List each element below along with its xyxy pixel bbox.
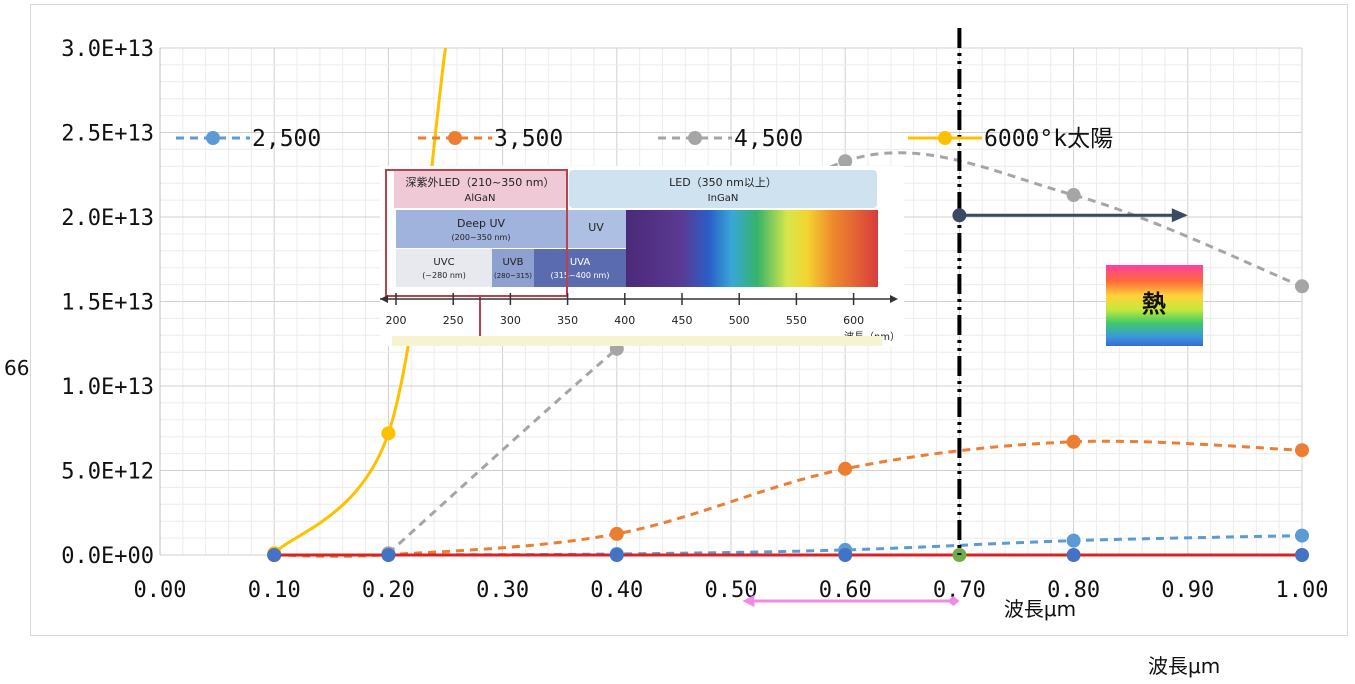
x-tick-label: 0.40: [590, 578, 643, 603]
y-tick-label: 2.0E+13: [61, 206, 154, 231]
heat-arrow-start-point: [952, 208, 967, 223]
outer-x-axis-title: 波長μm: [1148, 654, 1221, 678]
x-tick-label: 0.10: [248, 578, 301, 603]
uvc-range: (~280 nm): [422, 271, 466, 280]
baseline-point: [1295, 548, 1309, 562]
inset-tick-label: 500: [729, 314, 750, 327]
data-point: [838, 461, 853, 476]
inset-tick-label: 400: [614, 314, 635, 327]
inset-axis-arrow-right: [890, 295, 898, 303]
heat-label: 熱: [1142, 290, 1166, 318]
x-tick-label: 0.20: [362, 578, 415, 603]
legend-label: 6000°k太陽: [984, 126, 1113, 152]
baseline-point: [609, 548, 624, 562]
uva-range: (315~400 nm): [551, 271, 610, 280]
x-tick-label: 0.60: [819, 578, 872, 603]
legend-label: 4,500: [734, 126, 803, 152]
uv-band: [566, 210, 626, 248]
y-tick-label: 3.0E+13: [61, 37, 154, 62]
x-tick-label: 0.70: [933, 578, 986, 603]
legend: 2,500 3,500 4,500 6000°k太陽: [176, 126, 1113, 152]
x-tick-label: 0.30: [476, 578, 529, 603]
axes: 0.0E+00 5.0E+12 1.0E+13 1.5E+13 2.0E+13 2.5E+…: [61, 37, 1328, 603]
uvb-range: (280~315): [494, 272, 532, 280]
uvc-label: UVC: [433, 257, 454, 268]
heat-arrow-head: [1171, 208, 1188, 223]
visible-range-arrow-right-head: [947, 596, 960, 606]
inset-tick-label: 600: [843, 314, 864, 327]
heat-gradient-box: [1106, 265, 1203, 346]
led-header: [569, 170, 877, 208]
legend-swatch-marker: [688, 131, 702, 145]
data-point: [1295, 279, 1309, 294]
deep-uv-band: [396, 210, 566, 248]
deep-uv-led-material: AlGaN: [465, 193, 496, 204]
data-point: [1295, 443, 1309, 458]
x-tick-label: 0.90: [1161, 578, 1214, 603]
data-point: [609, 526, 624, 541]
baseline-point: [381, 548, 396, 562]
led-material: InGaN: [708, 193, 739, 204]
deep-uv-led-header: [394, 170, 566, 208]
inset-tick-label: 350: [557, 314, 578, 327]
baseline-point: [267, 548, 282, 562]
inset-tick-label: 550: [786, 314, 807, 327]
uv-label: UV: [588, 221, 604, 234]
y-tick-label: 1.5E+13: [61, 291, 154, 316]
inset-tick-label: 450: [672, 314, 693, 327]
legend-swatch-marker: [938, 131, 952, 145]
visible-range-arrow-left-head: [742, 595, 755, 607]
series-line: [273, 47, 447, 555]
y-axis-label-stub: 66: [4, 356, 30, 380]
inset-axis-arrow-left: [380, 295, 388, 303]
uva-band: [534, 249, 626, 287]
legend-swatch-marker: [206, 131, 220, 145]
inset-tick-label: 250: [443, 314, 464, 327]
data-point: [838, 154, 853, 169]
deep-uv-highlight-box: [385, 169, 568, 297]
y-tick-label: 1.0E+13: [61, 375, 154, 400]
x-tick-label: 1.00: [1276, 578, 1329, 603]
uvb-label: UVB: [502, 257, 523, 268]
legend-swatch-marker: [448, 131, 462, 145]
uvc-band: [396, 249, 492, 287]
legend-label: 3,500: [494, 126, 563, 152]
legend-label: 2,500: [252, 126, 321, 152]
inset-tick-label: 200: [386, 314, 407, 327]
uva-label: UVA: [570, 257, 591, 268]
annotations: [742, 28, 1188, 607]
y-tick-label: 5.0E+12: [61, 460, 154, 485]
data-point: [1066, 533, 1081, 548]
deep-uv-label: Deep UV: [457, 217, 506, 230]
x-tick-label: 0.00: [134, 578, 187, 603]
series-layer: [267, 47, 1309, 562]
deep-uv-led-title: 深紫外LED（210~350 nm）: [406, 176, 555, 189]
data-point: [381, 426, 396, 441]
inset-tick-label: 300: [500, 314, 521, 327]
baseline-point: [1066, 548, 1081, 562]
visible-spectrum: [626, 210, 878, 287]
uvb-band: [492, 249, 534, 287]
baseline-point: [838, 548, 853, 562]
x-tick-label: 0.80: [1047, 578, 1100, 603]
inset-bottom-strip: [392, 336, 882, 346]
data-point: [1066, 188, 1081, 203]
y-tick-label: 2.5E+13: [61, 122, 154, 147]
y-tick-label: 0.0E+00: [61, 544, 154, 569]
deep-uv-range: (200~350 nm): [452, 233, 511, 242]
data-point: [1066, 434, 1081, 449]
inset-ticks: 200 250 300 350 400 450 500 550 600: [386, 293, 864, 327]
data-point: [1295, 528, 1309, 543]
x-axis-title: 波長μm: [1004, 597, 1076, 621]
led-title: LED（350 nm以上）: [669, 176, 777, 189]
spectrum-inset: 深紫外LED（210~350 nm） AlGaN LED（350 nm以上） I…: [380, 166, 904, 346]
